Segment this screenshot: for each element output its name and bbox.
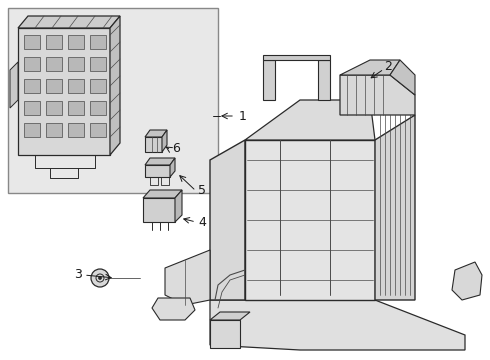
Bar — [24, 101, 40, 115]
Bar — [68, 123, 84, 137]
Text: 3: 3 — [74, 269, 82, 282]
Polygon shape — [263, 60, 275, 100]
Polygon shape — [143, 190, 182, 198]
Polygon shape — [165, 250, 210, 305]
Polygon shape — [390, 60, 415, 95]
Polygon shape — [245, 140, 375, 300]
Bar — [46, 79, 62, 93]
Bar — [90, 101, 106, 115]
Polygon shape — [162, 130, 167, 152]
Polygon shape — [318, 60, 330, 100]
Circle shape — [91, 269, 109, 287]
Bar — [90, 123, 106, 137]
Bar — [24, 79, 40, 93]
Polygon shape — [340, 75, 415, 115]
Bar — [24, 123, 40, 137]
Bar — [24, 35, 40, 49]
Bar — [46, 123, 62, 137]
Bar — [90, 57, 106, 71]
Bar — [90, 35, 106, 49]
Bar — [68, 57, 84, 71]
Polygon shape — [210, 300, 465, 350]
Bar — [46, 35, 62, 49]
Bar — [68, 35, 84, 49]
Polygon shape — [375, 115, 415, 300]
Polygon shape — [170, 158, 175, 177]
Polygon shape — [210, 140, 245, 300]
Polygon shape — [110, 16, 120, 155]
Bar — [8, 8, 218, 193]
Polygon shape — [145, 137, 162, 152]
Circle shape — [98, 276, 101, 279]
Polygon shape — [143, 198, 175, 222]
Polygon shape — [145, 158, 175, 165]
Text: 4: 4 — [198, 216, 206, 229]
Polygon shape — [263, 55, 330, 60]
Bar — [68, 79, 84, 93]
Bar — [46, 57, 62, 71]
Polygon shape — [152, 298, 195, 320]
Polygon shape — [340, 60, 400, 75]
Text: 1: 1 — [239, 109, 247, 122]
Bar — [46, 101, 62, 115]
Bar — [68, 101, 84, 115]
Polygon shape — [210, 312, 250, 320]
Polygon shape — [18, 16, 120, 28]
Polygon shape — [145, 130, 167, 137]
Bar — [24, 57, 40, 71]
Polygon shape — [10, 62, 18, 108]
Text: 6: 6 — [172, 141, 180, 154]
Polygon shape — [210, 320, 240, 348]
Polygon shape — [452, 262, 482, 300]
Polygon shape — [175, 190, 182, 222]
Text: 2: 2 — [384, 60, 392, 73]
Bar — [90, 79, 106, 93]
Polygon shape — [245, 100, 375, 140]
Polygon shape — [18, 28, 110, 155]
Polygon shape — [145, 165, 170, 177]
Text: 5: 5 — [198, 184, 206, 198]
